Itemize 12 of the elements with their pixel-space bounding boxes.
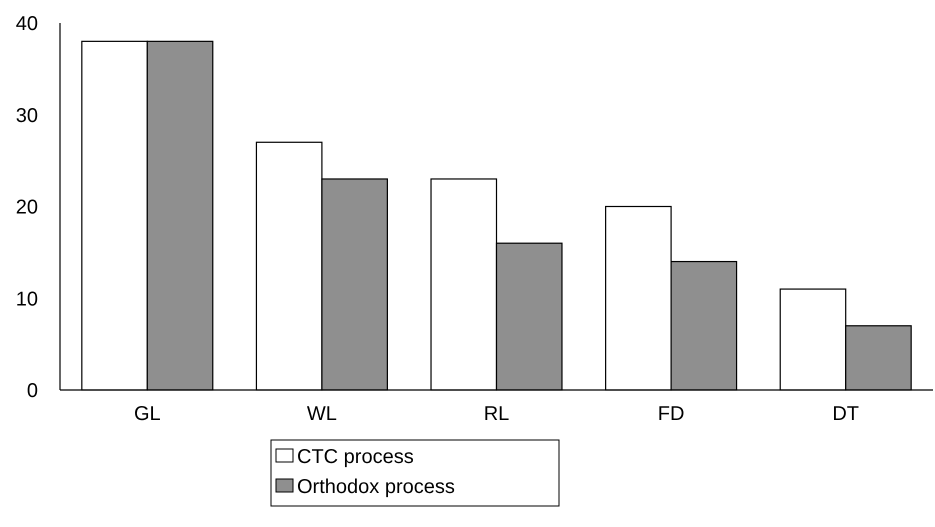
x-tick-label: RL bbox=[484, 403, 510, 425]
x-tick-label: WL bbox=[306, 403, 337, 425]
y-tick-label: 20 bbox=[16, 196, 38, 218]
y-tick-label: 30 bbox=[16, 104, 38, 127]
legend-label: CTC process bbox=[297, 446, 414, 468]
x-tick-label: DT bbox=[832, 403, 860, 425]
y-tick-label: 40 bbox=[16, 13, 38, 35]
x-tick-label: FD bbox=[658, 403, 684, 425]
y-tick-label: 0 bbox=[26, 380, 38, 402]
y-tick-label: 10 bbox=[16, 288, 38, 310]
x-tick-label: GL bbox=[134, 403, 161, 425]
legend-label: Orthodox process bbox=[297, 476, 455, 498]
